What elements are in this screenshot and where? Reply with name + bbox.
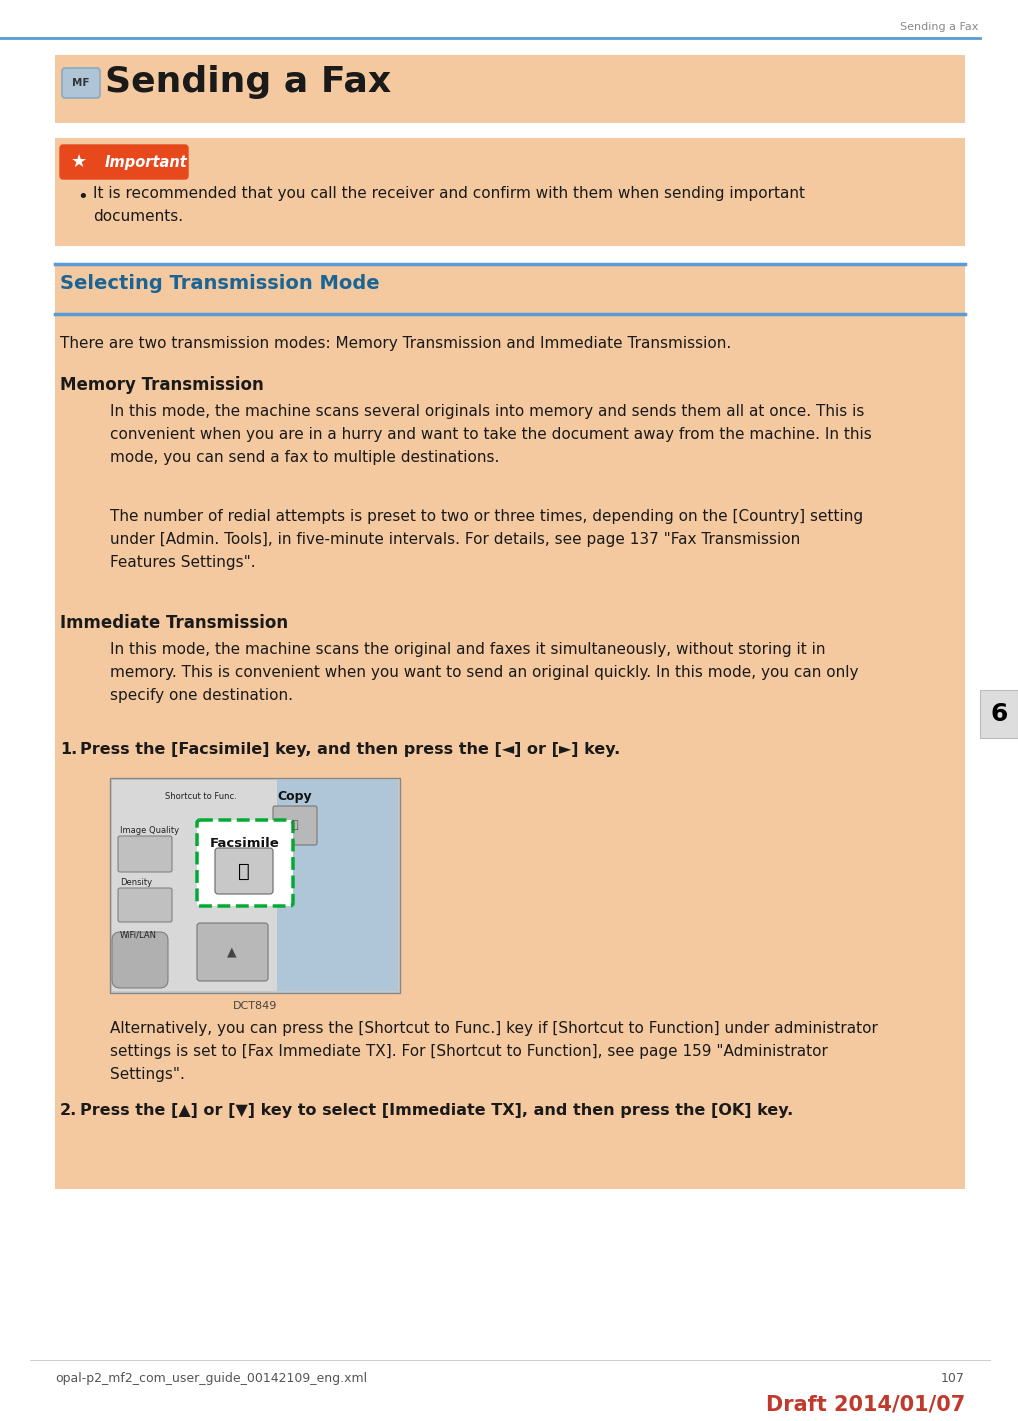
Text: In this mode, the machine scans several originals into memory and sends them all: In this mode, the machine scans several … [110,404,871,465]
Text: Facsimile: Facsimile [210,837,280,850]
FancyBboxPatch shape [62,68,100,98]
Text: Density: Density [120,878,152,887]
FancyBboxPatch shape [55,314,965,1189]
Text: •: • [77,188,88,206]
FancyBboxPatch shape [112,780,277,990]
Text: Selecting Transmission Mode: Selecting Transmission Mode [60,274,380,293]
FancyBboxPatch shape [55,264,965,314]
FancyBboxPatch shape [118,888,172,922]
FancyBboxPatch shape [110,779,400,993]
Text: Sending a Fax: Sending a Fax [900,21,978,33]
Text: DCT849: DCT849 [233,1000,277,1010]
Text: Alternatively, you can press the [Shortcut to Func.] key if [Shortcut to Functio: Alternatively, you can press the [Shortc… [110,1022,878,1081]
Text: opal-p2_mf2_com_user_guide_00142109_eng.xml: opal-p2_mf2_com_user_guide_00142109_eng.… [55,1373,367,1385]
Text: ⬛: ⬛ [292,820,298,830]
Text: Press the [Facsimile] key, and then press the [◄] or [►] key.: Press the [Facsimile] key, and then pres… [80,742,620,757]
Text: Memory Transmission: Memory Transmission [60,377,264,394]
FancyBboxPatch shape [55,138,965,246]
Text: Shortcut to Func.: Shortcut to Func. [165,791,237,801]
Text: There are two transmission modes: Memory Transmission and Immediate Transmission: There are two transmission modes: Memory… [60,335,731,351]
FancyBboxPatch shape [980,691,1018,737]
Text: 6: 6 [991,702,1008,726]
Text: Draft 2014/01/07: Draft 2014/01/07 [766,1395,965,1415]
FancyBboxPatch shape [197,924,268,980]
Text: Press the [▲] or [▼] key to select [Immediate TX], and then press the [OK] key.: Press the [▲] or [▼] key to select [Imme… [80,1103,793,1118]
Text: Important: Important [105,155,187,169]
Text: Immediate Transmission: Immediate Transmission [60,614,288,632]
Text: MF: MF [72,78,90,88]
Text: Copy: Copy [278,790,313,803]
Text: 107: 107 [941,1373,965,1385]
Text: ▲: ▲ [227,945,237,959]
FancyBboxPatch shape [60,145,188,179]
Text: Sending a Fax: Sending a Fax [105,65,391,99]
Text: The number of redial attempts is preset to two or three times, depending on the : The number of redial attempts is preset … [110,509,863,570]
Text: 1.: 1. [60,742,77,757]
FancyBboxPatch shape [197,820,293,907]
FancyBboxPatch shape [118,836,172,872]
Text: WiFi/LAN: WiFi/LAN [120,929,157,939]
FancyBboxPatch shape [112,932,168,988]
Text: In this mode, the machine scans the original and faxes it simultaneously, withou: In this mode, the machine scans the orig… [110,642,858,702]
Text: It is recommended that you call the receiver and confirm with them when sending : It is recommended that you call the rece… [93,186,805,223]
FancyBboxPatch shape [273,806,317,845]
Text: ★: ★ [71,153,88,171]
Text: 2.: 2. [60,1103,77,1118]
Text: Image Quality: Image Quality [120,826,179,836]
FancyBboxPatch shape [277,780,398,990]
FancyBboxPatch shape [55,55,965,124]
FancyBboxPatch shape [215,848,273,894]
Text: 📠: 📠 [238,861,249,881]
